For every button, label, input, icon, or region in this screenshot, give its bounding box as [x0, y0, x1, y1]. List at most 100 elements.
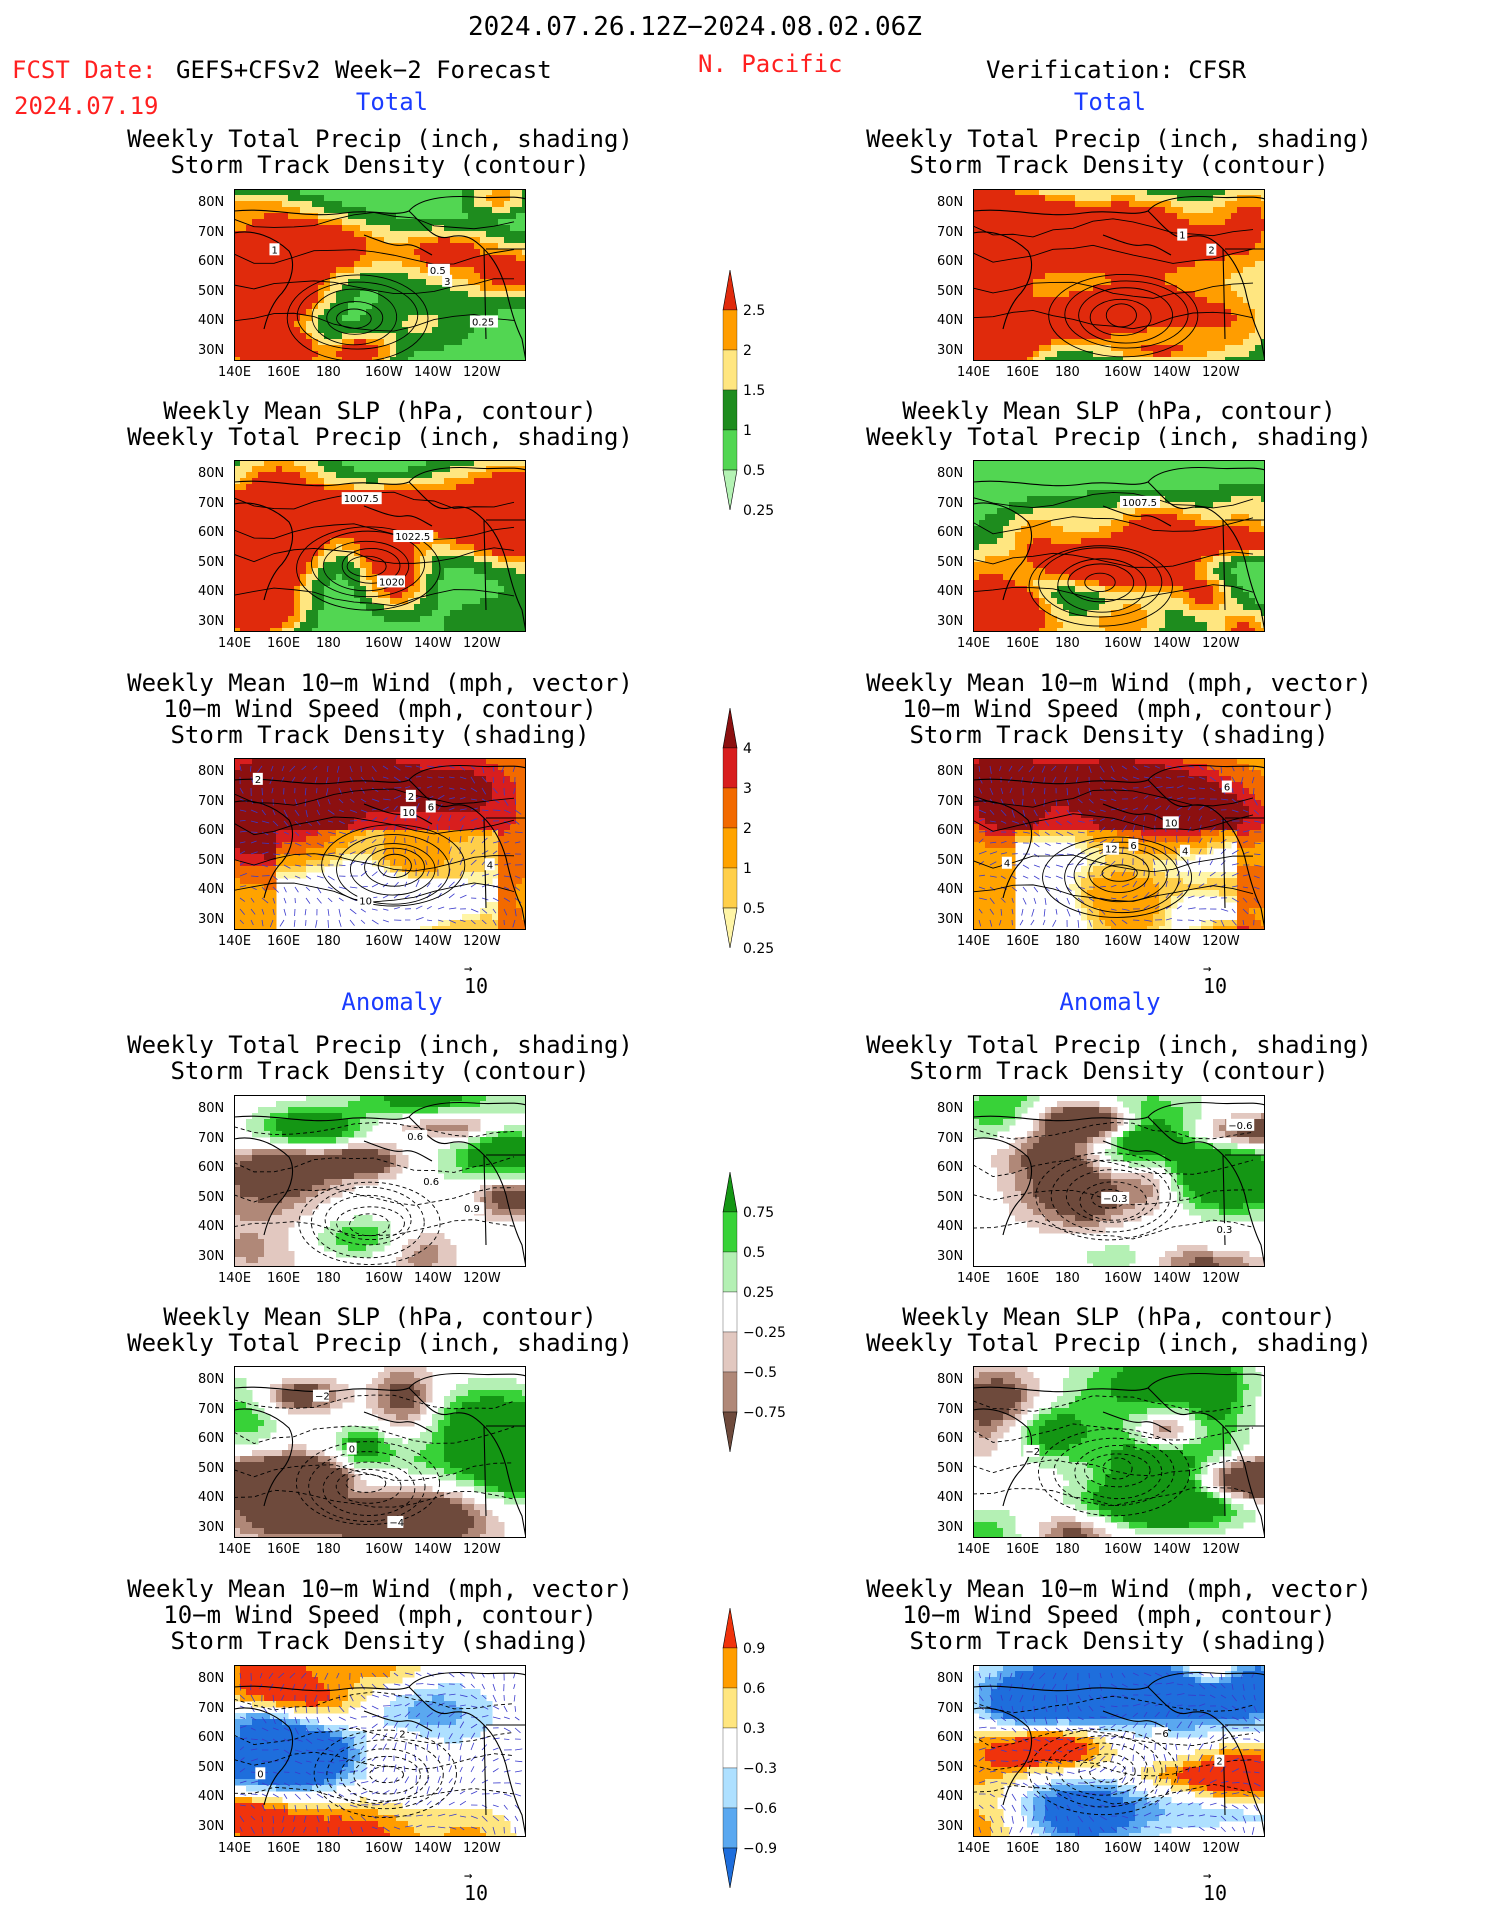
coastline	[233, 1102, 527, 1268]
map-frame	[973, 460, 1265, 632]
contour-label: 2	[399, 1730, 405, 1741]
x-tick-label: 180	[316, 365, 341, 380]
y-tick-label: 30N	[937, 1248, 964, 1264]
y-tick-label: 80N	[198, 195, 225, 210]
fcst-date-label: FCST Date:	[12, 56, 157, 84]
map-panel-fcst-total-slp-precip: 1007.5 1022.5 1020	[233, 460, 529, 635]
contour-label-bg	[387, 1515, 404, 1528]
y-tick-label: 80N	[198, 466, 225, 481]
y-tick-label: 30N	[198, 342, 225, 358]
wind-vectors	[978, 765, 1262, 928]
colorbar-tick: 4	[743, 741, 752, 757]
contour-label: 1007.5	[1122, 498, 1157, 509]
contour-label-bg	[1206, 243, 1217, 256]
panel-title-line: 10−m Wind Speed (mph, contour)	[902, 1601, 1336, 1629]
map-frame	[234, 1665, 526, 1837]
panel-title-line: Weekly Total Precip (inch, shading)	[866, 125, 1372, 153]
contour-label: 10	[1165, 818, 1178, 829]
contour-label: 6	[1224, 783, 1230, 794]
map-frame	[973, 1665, 1265, 1837]
y-tick-label: 80N	[937, 195, 964, 210]
x-tick-label: 160E	[1006, 1841, 1040, 1856]
panel-title-line: 10−m Wind Speed (mph, contour)	[902, 695, 1336, 723]
map-panel-fcst-total-precip-storm: 3 1 0.5 0.25	[233, 189, 529, 364]
contour-label: 0.9	[464, 1204, 480, 1215]
contour-label: 0.3	[1216, 1225, 1232, 1236]
y-tick-label: 70N	[937, 1401, 964, 1417]
y-tick-label: 50N	[937, 283, 964, 299]
x-tick-label: 120W	[463, 1841, 501, 1856]
x-tick-label: 160W	[1104, 934, 1142, 949]
contour-label: 6	[1130, 841, 1136, 852]
x-tick-label: 160E	[267, 636, 301, 651]
vector-reference-label: 10	[464, 1881, 489, 1905]
y-tick-label: 50N	[937, 1460, 964, 1476]
fcst-date-value: 2024.07.19	[14, 92, 159, 120]
map-svg: 02	[233, 1665, 527, 1840]
map-panel-verif-anom-slp-precip: −2	[972, 1366, 1268, 1541]
x-tick-label: 120W	[1202, 1841, 1240, 1856]
y-tick-label: 70N	[198, 1130, 225, 1146]
y-tick-label: 30N	[937, 911, 964, 927]
region-label: N. Pacific	[698, 50, 843, 78]
colorbar-tick: 2.5	[743, 303, 765, 319]
x-tick-label: 180	[316, 1542, 341, 1557]
colorbar-total_storm: 4 3 2 1 0.5 0.25	[722, 707, 774, 957]
map-svg: 0.3 −0.6 −0.3	[972, 1095, 1268, 1270]
y-tick-label: 50N	[198, 1189, 225, 1205]
x-tick-label: 140W	[1153, 1841, 1191, 1856]
panel-title-line: Storm Track Density (contour)	[909, 1057, 1329, 1085]
coastline	[233, 467, 527, 633]
coastline	[972, 765, 1266, 931]
map-panel-verif-total-slp-precip: 1007.5	[972, 460, 1268, 635]
map-frame	[973, 189, 1265, 361]
section-total-forecast: Total	[355, 88, 429, 116]
panel-title-line: Storm Track Density (contour)	[170, 1057, 590, 1085]
colorbar-anom_precip: 0.75 0.5 0.25 −0.25 −0.5 −0.75	[722, 1171, 786, 1453]
panel-title-line: Weekly Mean SLP (hPa, contour)	[163, 1303, 597, 1331]
contour-label-bg	[461, 1202, 484, 1215]
y-tick-label: 50N	[937, 852, 964, 868]
y-tick-label: 50N	[198, 1460, 225, 1476]
y-tick-label: 30N	[937, 613, 964, 629]
vector-reference: → 10	[464, 1869, 489, 1905]
y-tick-label: 70N	[198, 495, 225, 511]
colorbar-tick: 0.75	[743, 1205, 774, 1221]
y-tick-label: 80N	[937, 764, 964, 779]
contour-label: −0.6	[1228, 1121, 1252, 1132]
panel-title-line: Storm Track Density (shading)	[909, 1627, 1329, 1655]
y-tick-label: 40N	[937, 1490, 964, 1505]
colorbar-tick: 0.3	[743, 1721, 765, 1737]
x-tick-label: 160W	[1104, 365, 1142, 380]
x-tick-label: 160W	[365, 636, 403, 651]
shading-cells	[234, 1366, 529, 1541]
x-tick-label: 120W	[1202, 636, 1240, 651]
colorbar-tick: 0.25	[743, 1285, 774, 1301]
x-tick-label: 140E	[218, 1542, 252, 1557]
map-svg: 6 4 6 12 10 4	[972, 758, 1268, 933]
x-tick-label: 180	[1055, 636, 1080, 651]
y-tick-label: 70N	[937, 495, 964, 511]
panel-title-line: Storm Track Density (shading)	[170, 1627, 590, 1655]
x-tick-label: 160E	[267, 365, 301, 380]
x-tick-label: 140E	[957, 1542, 991, 1557]
section-anomaly-verification: Anomaly	[1059, 988, 1161, 1016]
panel-title-line: Weekly Mean SLP (hPa, contour)	[902, 397, 1336, 425]
map-frame	[973, 1366, 1265, 1538]
x-tick-label: 120W	[463, 1542, 501, 1557]
x-tick-label: 140E	[957, 365, 991, 380]
shading-cells	[973, 758, 1268, 933]
map-panel-verif-anom-precip-storm: 0.3 −0.6 −0.3	[972, 1095, 1268, 1270]
y-tick-label: 60N	[198, 823, 225, 838]
y-tick-label: 70N	[198, 224, 225, 240]
y-tick-label: 80N	[937, 1101, 964, 1116]
colorbar-tick: −0.5	[743, 1365, 777, 1381]
contour-lines	[972, 789, 1254, 918]
y-tick-label: 40N	[198, 584, 225, 599]
x-tick-label: 140E	[218, 1841, 252, 1856]
map-svg: 3 1 0.5 0.25	[233, 189, 529, 364]
y-tick-label: 50N	[198, 554, 225, 570]
contour-label-bg	[1177, 228, 1188, 241]
